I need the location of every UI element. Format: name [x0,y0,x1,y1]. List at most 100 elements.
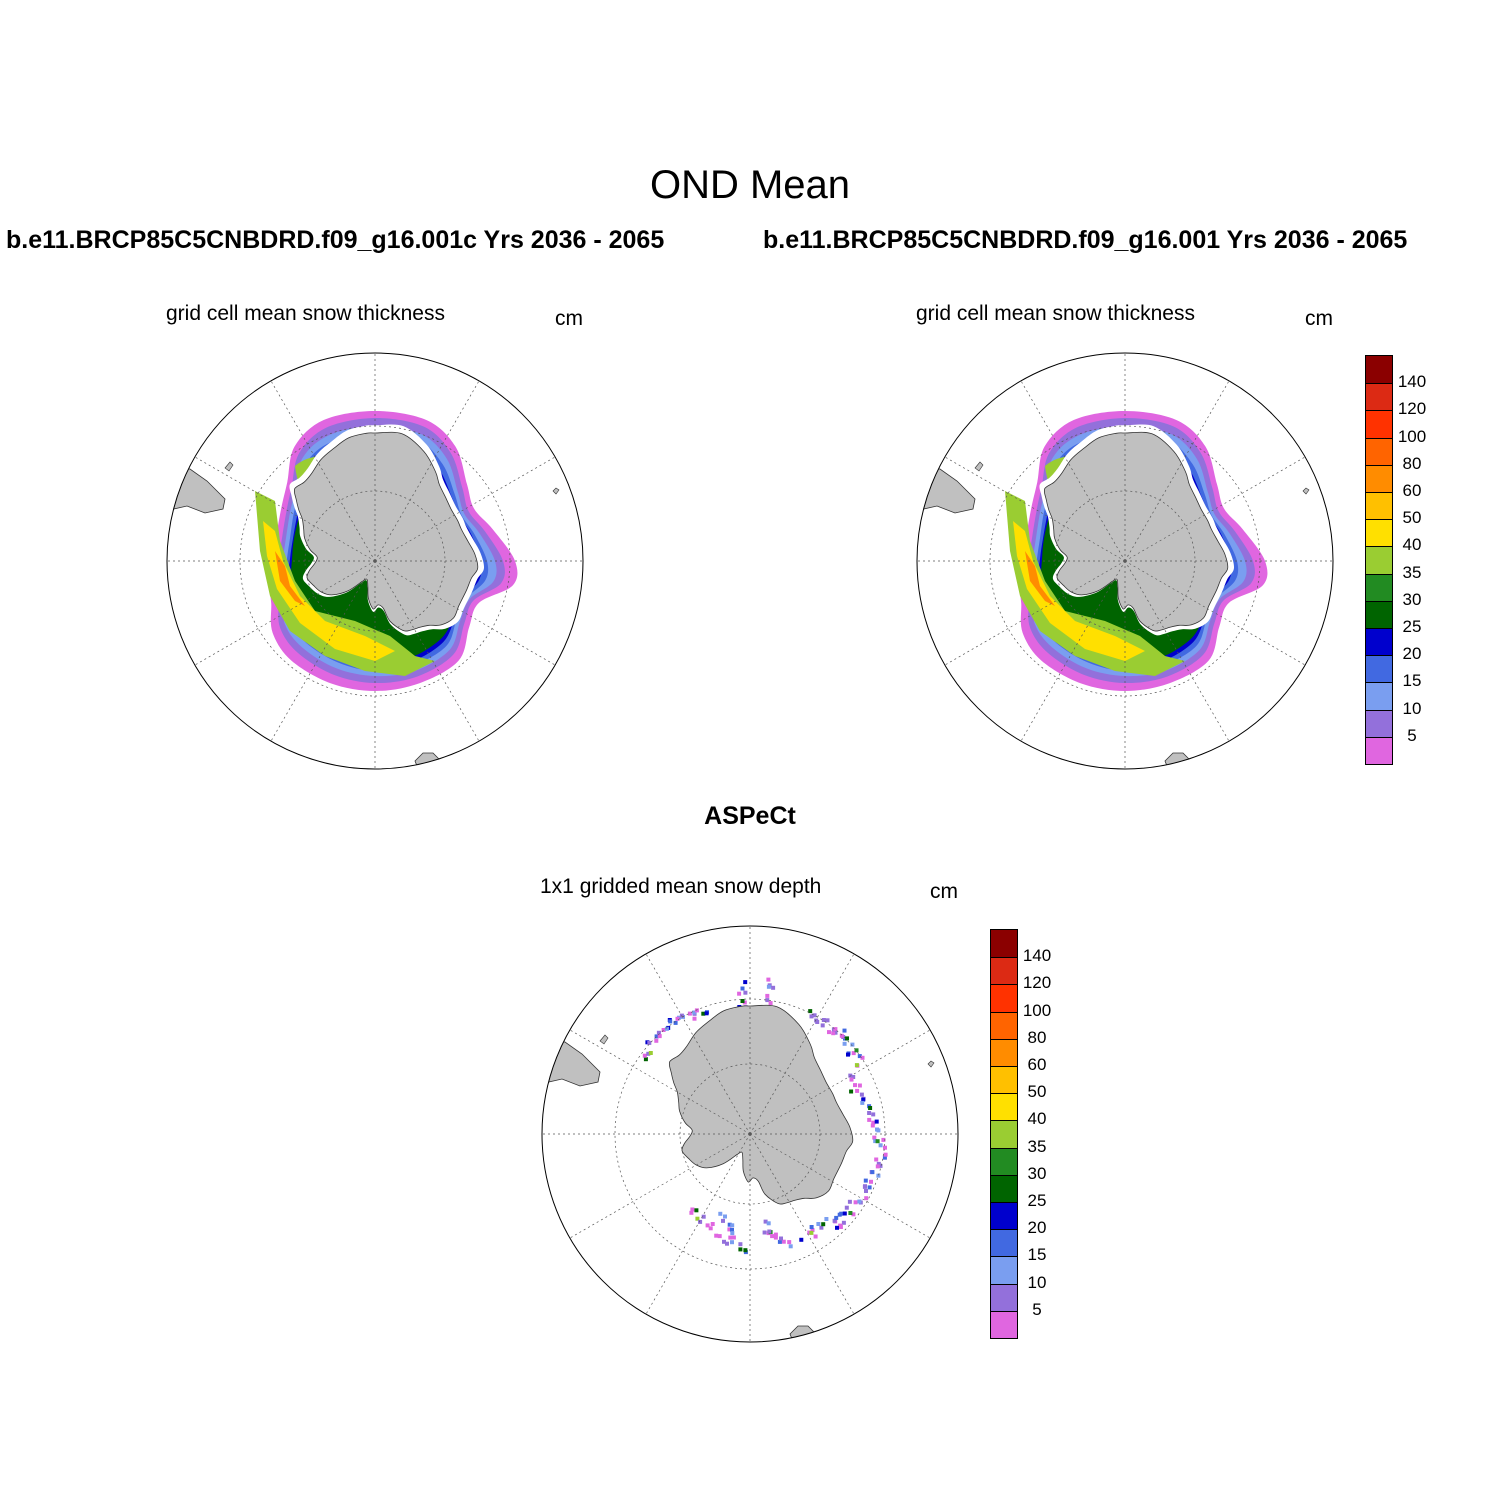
observation-cell [766,984,771,989]
observation-cell [878,1163,883,1168]
observation-cell [731,1235,736,1240]
observation-cell [837,1212,842,1217]
snow-thick-zone-1 [255,491,435,676]
observation-cell [714,1233,719,1238]
observation-cell [701,1214,706,1219]
observation-cell [766,977,771,982]
observation-cell [883,1152,888,1157]
panel-2-case-title: b.e11.BRCP85C5CNBDRD.f09_g16.001 Yrs 203… [763,226,1408,254]
observation-cell [777,1239,782,1244]
observation-cell [692,1016,697,1021]
colorbar-tick-label: 50 [1402,508,1422,528]
observation-cell [740,999,745,1003]
map-content [917,353,1333,769]
observation-cell [854,1063,859,1068]
observation-cell [738,1247,743,1252]
observation-cell [718,1211,723,1216]
observation-cell [692,1010,697,1015]
colorbar-segment [1366,546,1392,574]
colorbar-tick-label: 35 [1027,1136,1047,1156]
colorbar-segment [991,930,1017,958]
panel-1-map [166,352,584,770]
colorbar-segment [991,984,1017,1012]
observation-cell [737,991,742,996]
observation-cell [695,1216,700,1221]
colorbar-tick-label: 140 [1022,946,1052,966]
observation-cell [870,1170,875,1175]
observation-cell [642,1053,647,1058]
observation-cell [648,1051,653,1055]
colorbar-tick-label: 20 [1402,644,1422,664]
observation-cell [819,1225,824,1230]
colorbar-upper [1365,355,1393,765]
observation-cell [874,1157,879,1162]
observation-cell [883,1145,887,1150]
observation-cell [723,1214,727,1219]
colorbar-segment [1366,628,1392,656]
observation-cell [873,1139,878,1144]
observation-cell [859,1092,864,1097]
colorbar-segment [991,957,1017,985]
observation-cell [864,1196,869,1201]
observation-cell [833,1027,838,1032]
graticule [917,353,1333,769]
observation-cell [730,1231,735,1236]
panel-2-units: cm [1305,307,1333,330]
observation-cell [708,1226,713,1231]
colorbar-tick-label: 10 [1402,698,1422,718]
observation-cell [842,1028,847,1033]
observation-cell [825,1018,830,1023]
observation-cell [727,1227,732,1232]
observation-cell [848,1211,853,1215]
observation-cell [742,1000,747,1005]
observation-cell [849,1077,854,1082]
colorbar-segment [1366,600,1392,628]
observation-cell [799,1237,804,1242]
observation-cell [763,1219,768,1224]
observation-cell [839,1033,844,1038]
map-content [167,353,583,769]
colorbar-segment [1366,736,1392,764]
observation-cell [646,1051,651,1056]
colorbar-tick-label: 120 [1397,399,1427,419]
map-border [166,352,584,770]
colorbar-tick-label: 25 [1027,1191,1047,1210]
observation-cell [882,1155,887,1160]
observation-cell [647,1040,652,1045]
observation-cell [690,1207,695,1212]
panel-2-map [916,352,1334,770]
observation-cell [808,1009,813,1014]
colorbar-segment [1366,573,1392,601]
kerguelen-island [552,487,560,495]
map-border [541,925,959,1343]
observation-cell [656,1030,661,1035]
colorbar-segment [1366,682,1392,710]
graticule [167,353,583,769]
colorbar-segment [991,1066,1017,1094]
observation-cell [675,1016,680,1021]
observation-cell [721,1218,725,1223]
observation-cell [851,1051,856,1056]
observation-cell [730,1240,734,1245]
colorbar-segment [991,1256,1017,1284]
observation-cell [694,1208,699,1213]
colorbar-tick-label: 15 [1027,1245,1047,1265]
observation-cell [867,1185,872,1190]
snow-thick-zone-3 [1025,551,1055,606]
observation-cell [705,1223,710,1228]
observation-cell [831,1031,836,1036]
colorbar-segment [991,1174,1017,1202]
observation-cell [701,1011,706,1016]
colorbar-segment [1366,410,1392,438]
observation-cell [809,1225,814,1229]
observation-cell [810,1228,815,1233]
observation-cell [807,1230,812,1235]
observation-cell [704,1011,709,1016]
observation-cell [876,1173,881,1178]
observation-cell [857,1199,862,1204]
colorbar-tick-label: 10 [1027,1272,1047,1292]
colorbar-tick-label: 60 [1402,481,1422,500]
observation-cell [717,1234,722,1239]
colorbar-segment [991,1202,1017,1230]
panel-3-subtitle: 1x1 gridded mean snow depth [540,875,822,898]
